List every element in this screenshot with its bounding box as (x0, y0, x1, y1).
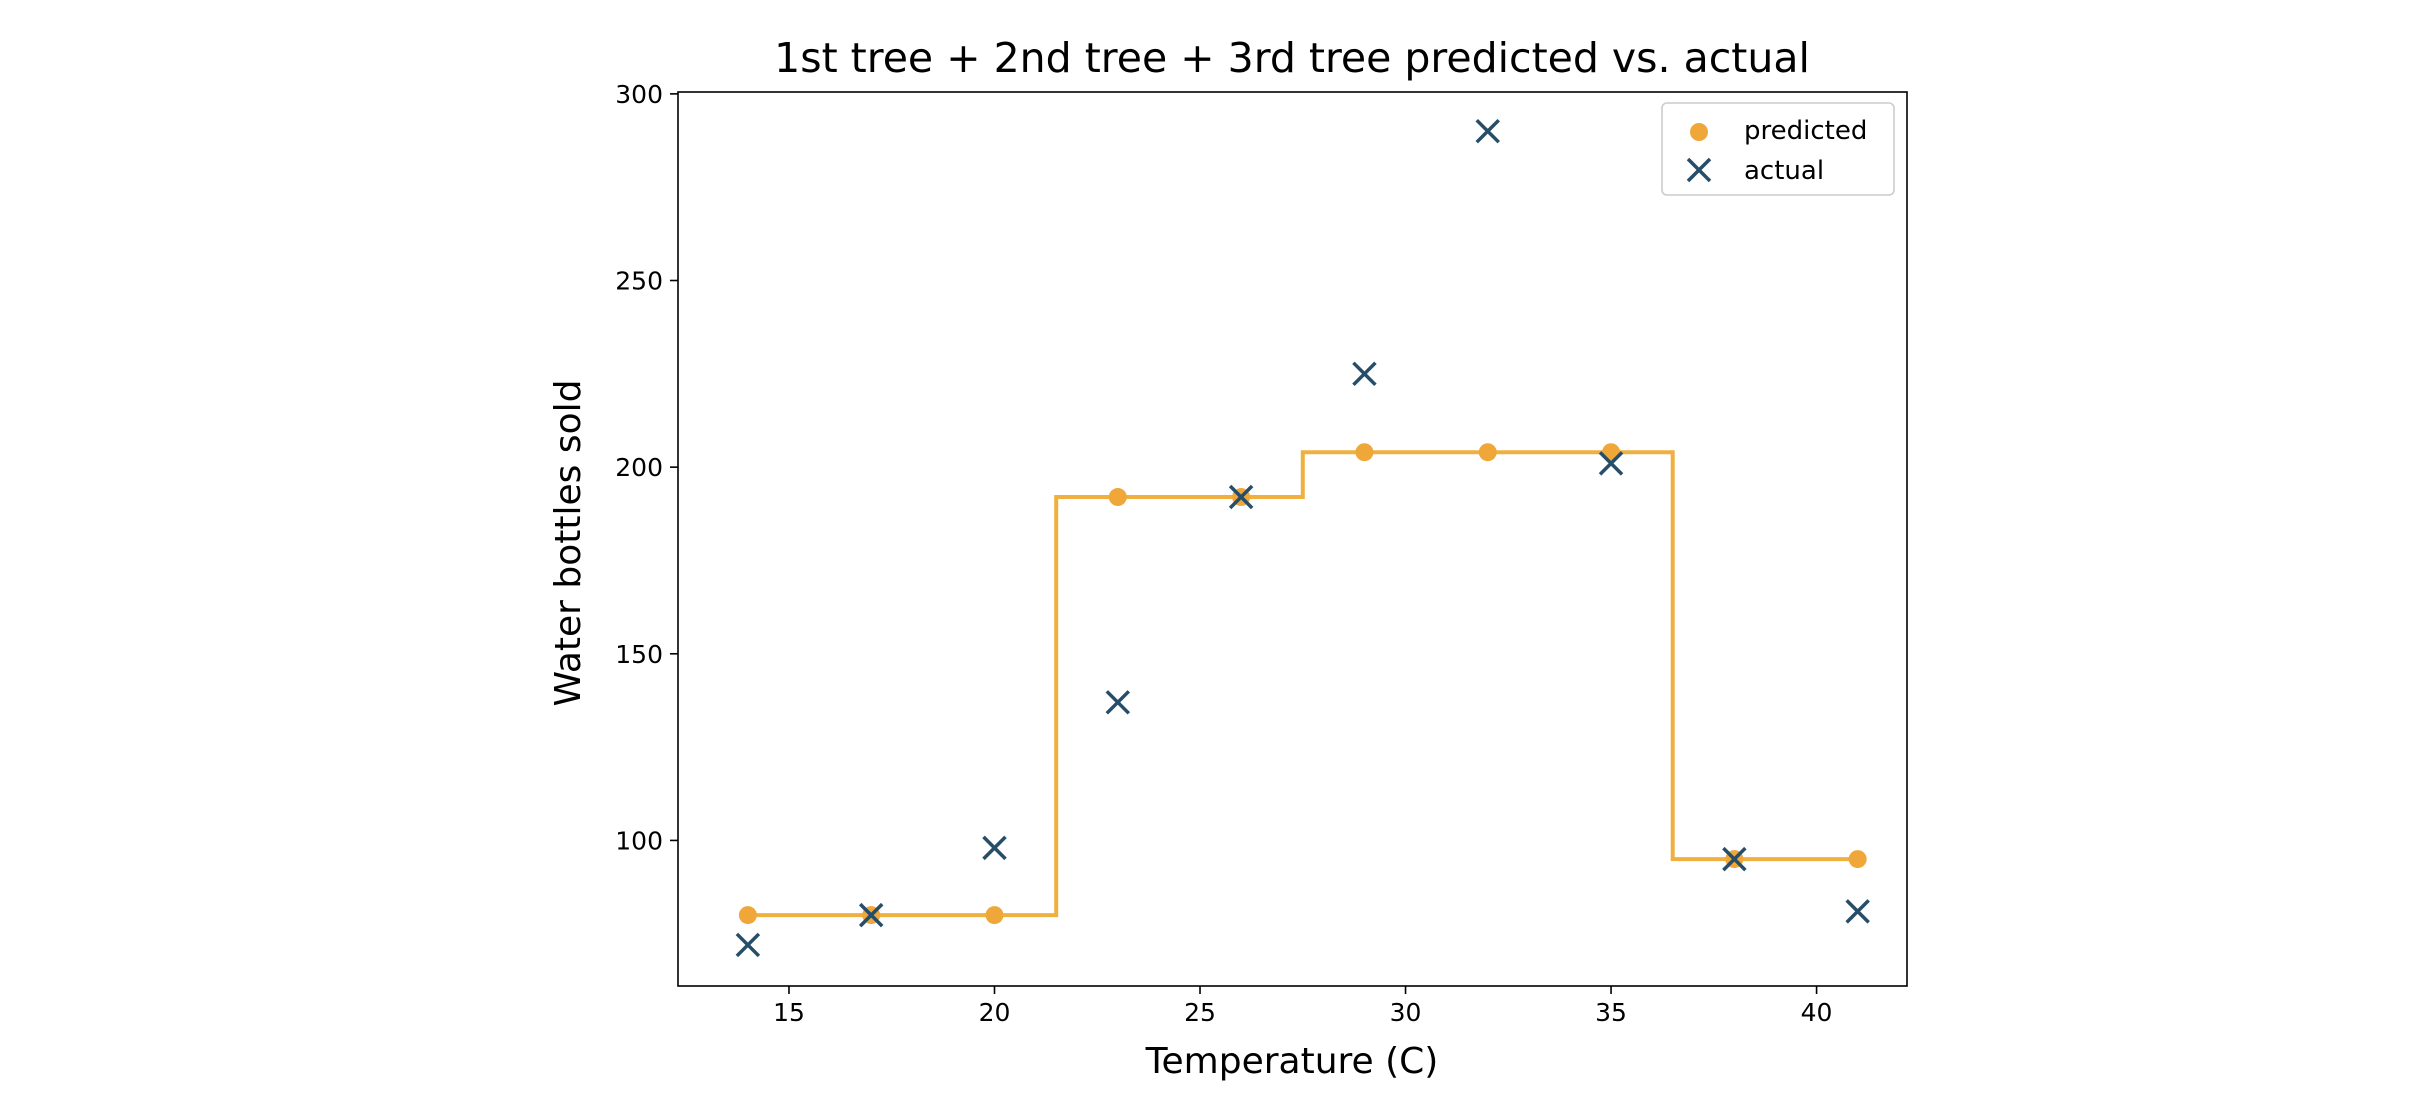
legend-label-predicted: predicted (1744, 116, 1867, 146)
actual-point (1845, 899, 1870, 924)
legend-actual-marker (1686, 157, 1712, 183)
predicted-point (1355, 443, 1374, 462)
y-tick-label: 150 (615, 640, 663, 669)
actual-point-stroke (1722, 846, 1747, 872)
actual-point (982, 835, 1007, 861)
actual-point-stroke (982, 835, 1007, 861)
predicted-point (1108, 488, 1127, 507)
predicted-point (1478, 443, 1497, 462)
actual-point-stroke (1598, 451, 1624, 476)
actual-point-stroke (1352, 361, 1377, 387)
series-predicted (738, 443, 1867, 925)
x-tick-label: 25 (1184, 998, 1216, 1027)
legend-predicted-marker (1690, 123, 1708, 141)
prediction-step-line (747, 450, 1858, 918)
legend-actual-stroke (1686, 157, 1712, 183)
x-tick-label: 15 (773, 998, 805, 1027)
actual-point (1105, 690, 1131, 715)
actual-point (1598, 451, 1624, 476)
actual-point-stroke (735, 932, 761, 958)
actual-point-stroke (1228, 484, 1254, 510)
actual-point (735, 932, 761, 958)
x-axis-label: Temperature (C) (1145, 1041, 1439, 1082)
plot-area: 15 20 25 30 35 40 100 150 200 250 300 (615, 80, 1908, 1027)
y-axis-label: Water bottles sold (548, 380, 589, 707)
actual-point-stroke (1845, 899, 1870, 924)
actual-point-stroke (858, 902, 884, 928)
legend-box (1661, 102, 1895, 196)
x-tick-label: 20 (979, 998, 1011, 1027)
predicted-point (985, 906, 1004, 925)
y-tick-label: 300 (615, 80, 663, 109)
y-tick-label: 250 (615, 267, 663, 296)
actual-point (858, 902, 884, 928)
legend: predicted actual (1661, 102, 1895, 196)
chart-title: 1st tree + 2nd tree + 3rd tree predicted… (774, 34, 1810, 82)
legend-label-actual: actual (1744, 156, 1824, 186)
actual-point (1352, 361, 1377, 387)
x-tick-label: 35 (1595, 998, 1627, 1027)
y-tick-label: 100 (615, 826, 663, 855)
actual-point-stroke (1105, 690, 1131, 715)
series-actual (735, 118, 1870, 958)
predicted-point (738, 906, 757, 925)
actual-point (1722, 846, 1747, 872)
actual-point-stroke (1475, 118, 1500, 144)
actual-point (1228, 484, 1254, 510)
actual-point (1475, 118, 1500, 144)
x-tick-label: 30 (1390, 998, 1422, 1027)
plot-frame (677, 91, 1908, 987)
x-tick-label: 40 (1801, 998, 1833, 1027)
predicted-point (1848, 850, 1867, 869)
y-tick-label: 200 (615, 453, 663, 482)
